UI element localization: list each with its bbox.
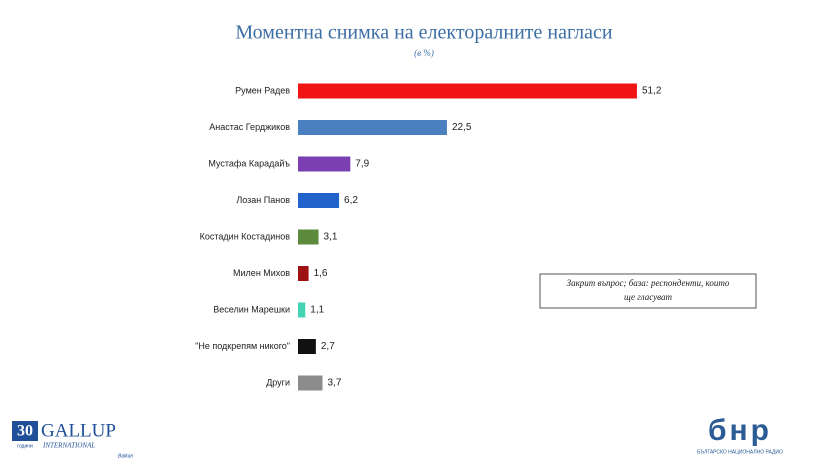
value-label: 6,2 xyxy=(344,195,358,206)
value-label: 1,6 xyxy=(314,268,328,279)
value-label: 51,2 xyxy=(642,86,662,97)
logo-name: бнр xyxy=(708,414,772,447)
category-label: Костадин Костадинов xyxy=(200,231,291,241)
bar xyxy=(298,120,447,135)
chart-subtitle: (в %) xyxy=(414,48,434,58)
bar xyxy=(298,302,306,318)
bar xyxy=(298,375,323,391)
logo-years-word: години xyxy=(17,443,33,449)
annotation-box xyxy=(539,273,757,309)
bnr-logo: бнр БЪЛГАРСКО НАЦИОНАЛНО РАДИО xyxy=(697,414,783,455)
logo-sub: INTERNATIONAL xyxy=(42,442,95,450)
value-label: 7,9 xyxy=(355,159,369,170)
logo-region: Balkan xyxy=(118,453,134,459)
value-label: 1,1 xyxy=(310,305,324,316)
bar xyxy=(298,156,351,172)
category-label: "Не подкрепям никого" xyxy=(195,341,290,351)
bar xyxy=(298,83,637,99)
category-label: Анастас Герджиков xyxy=(209,122,290,132)
bar xyxy=(298,266,309,281)
category-label: Други xyxy=(266,377,290,387)
value-label: 22,5 xyxy=(452,122,472,133)
chart-title: Моментна снимка на електоралните нагласи xyxy=(235,22,612,44)
logo-name: GALLUP xyxy=(41,420,116,441)
category-label: Веселин Марешки xyxy=(213,304,290,314)
value-label: 3,1 xyxy=(324,232,338,243)
category-label: Лозан Панов xyxy=(236,195,290,205)
bar xyxy=(298,229,319,245)
value-label: 3,7 xyxy=(327,378,341,389)
logo-box xyxy=(12,421,38,441)
value-label: 2,7 xyxy=(321,341,335,352)
category-label: Румен Радев xyxy=(235,85,290,95)
annotation: Закрит въпрос; база: респонденти, които xyxy=(567,278,730,288)
gallup-logo: 30 години GALLUP INTERNATIONAL Balkan xyxy=(12,420,134,459)
category-label: Мустафа Карадайъ xyxy=(208,158,290,168)
bar xyxy=(298,339,316,354)
logo-sub: БЪЛГАРСКО НАЦИОНАЛНО РАДИО xyxy=(697,449,783,455)
bar xyxy=(298,193,340,208)
logo-years: 30 xyxy=(17,423,33,440)
annotation: ще гласуват xyxy=(624,292,672,302)
category-label: Милен Михов xyxy=(233,268,290,278)
bars: Румен Радев 51,2 Анастас Герджиков 22,5 Муст… xyxy=(195,83,662,391)
